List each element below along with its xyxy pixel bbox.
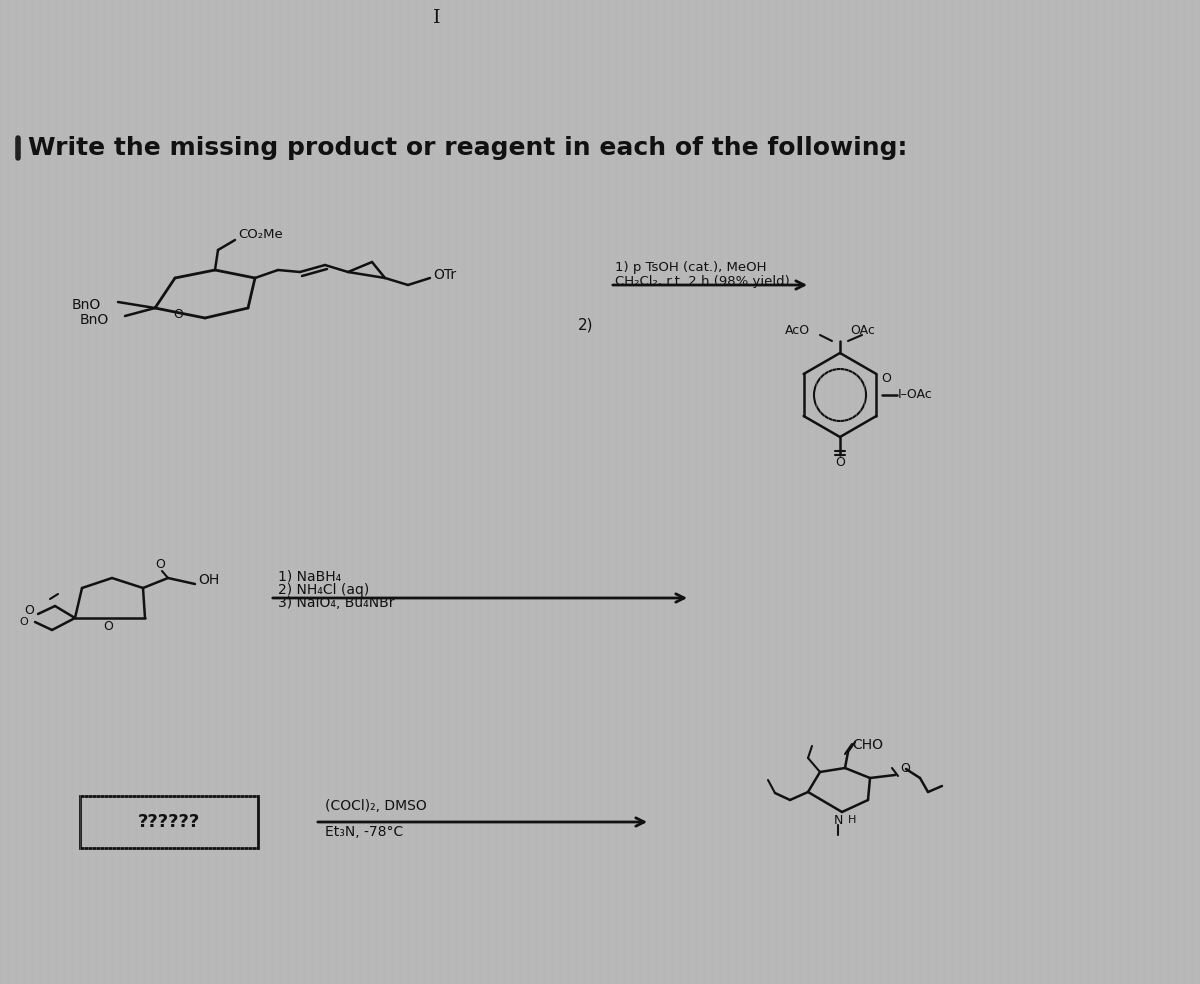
Text: O: O xyxy=(900,762,910,774)
Text: 2): 2) xyxy=(578,318,594,333)
Bar xyxy=(80,796,258,848)
Text: 2) NH₄Cl (aq): 2) NH₄Cl (aq) xyxy=(278,583,370,597)
Text: H: H xyxy=(848,815,857,825)
Text: O: O xyxy=(24,603,34,617)
Text: OTr: OTr xyxy=(433,268,456,282)
Text: O: O xyxy=(173,307,182,321)
Text: Et₃N, -78°C: Et₃N, -78°C xyxy=(325,825,403,839)
Text: CHO: CHO xyxy=(852,738,883,752)
Text: 1) NaBH₄: 1) NaBH₄ xyxy=(278,570,341,584)
Text: O: O xyxy=(103,620,113,633)
Text: I–OAc: I–OAc xyxy=(898,389,932,401)
Text: ??????: ?????? xyxy=(138,813,200,831)
Text: BnO: BnO xyxy=(80,313,109,327)
Text: 1) p TsOH (cat.), MeOH: 1) p TsOH (cat.), MeOH xyxy=(616,262,767,275)
Text: OH: OH xyxy=(198,573,220,587)
Text: O: O xyxy=(155,558,164,571)
Text: AcO: AcO xyxy=(785,325,810,338)
Text: BnO: BnO xyxy=(72,298,101,312)
Text: Write the missing product or reagent in each of the following:: Write the missing product or reagent in … xyxy=(28,136,907,160)
Text: CO₂Me: CO₂Me xyxy=(238,227,283,240)
Text: O: O xyxy=(881,373,892,386)
Text: 3) NaIO₄, Bu₄NBr: 3) NaIO₄, Bu₄NBr xyxy=(278,596,395,610)
Text: O: O xyxy=(835,457,845,469)
Text: I: I xyxy=(433,9,440,27)
Text: OAc: OAc xyxy=(850,325,875,338)
Text: O: O xyxy=(19,617,28,627)
Text: (COCl)₂, DMSO: (COCl)₂, DMSO xyxy=(325,799,427,813)
Text: N: N xyxy=(833,814,842,827)
Text: CH₂Cl₂, r.t. 2 h (98% yield): CH₂Cl₂, r.t. 2 h (98% yield) xyxy=(616,275,790,287)
